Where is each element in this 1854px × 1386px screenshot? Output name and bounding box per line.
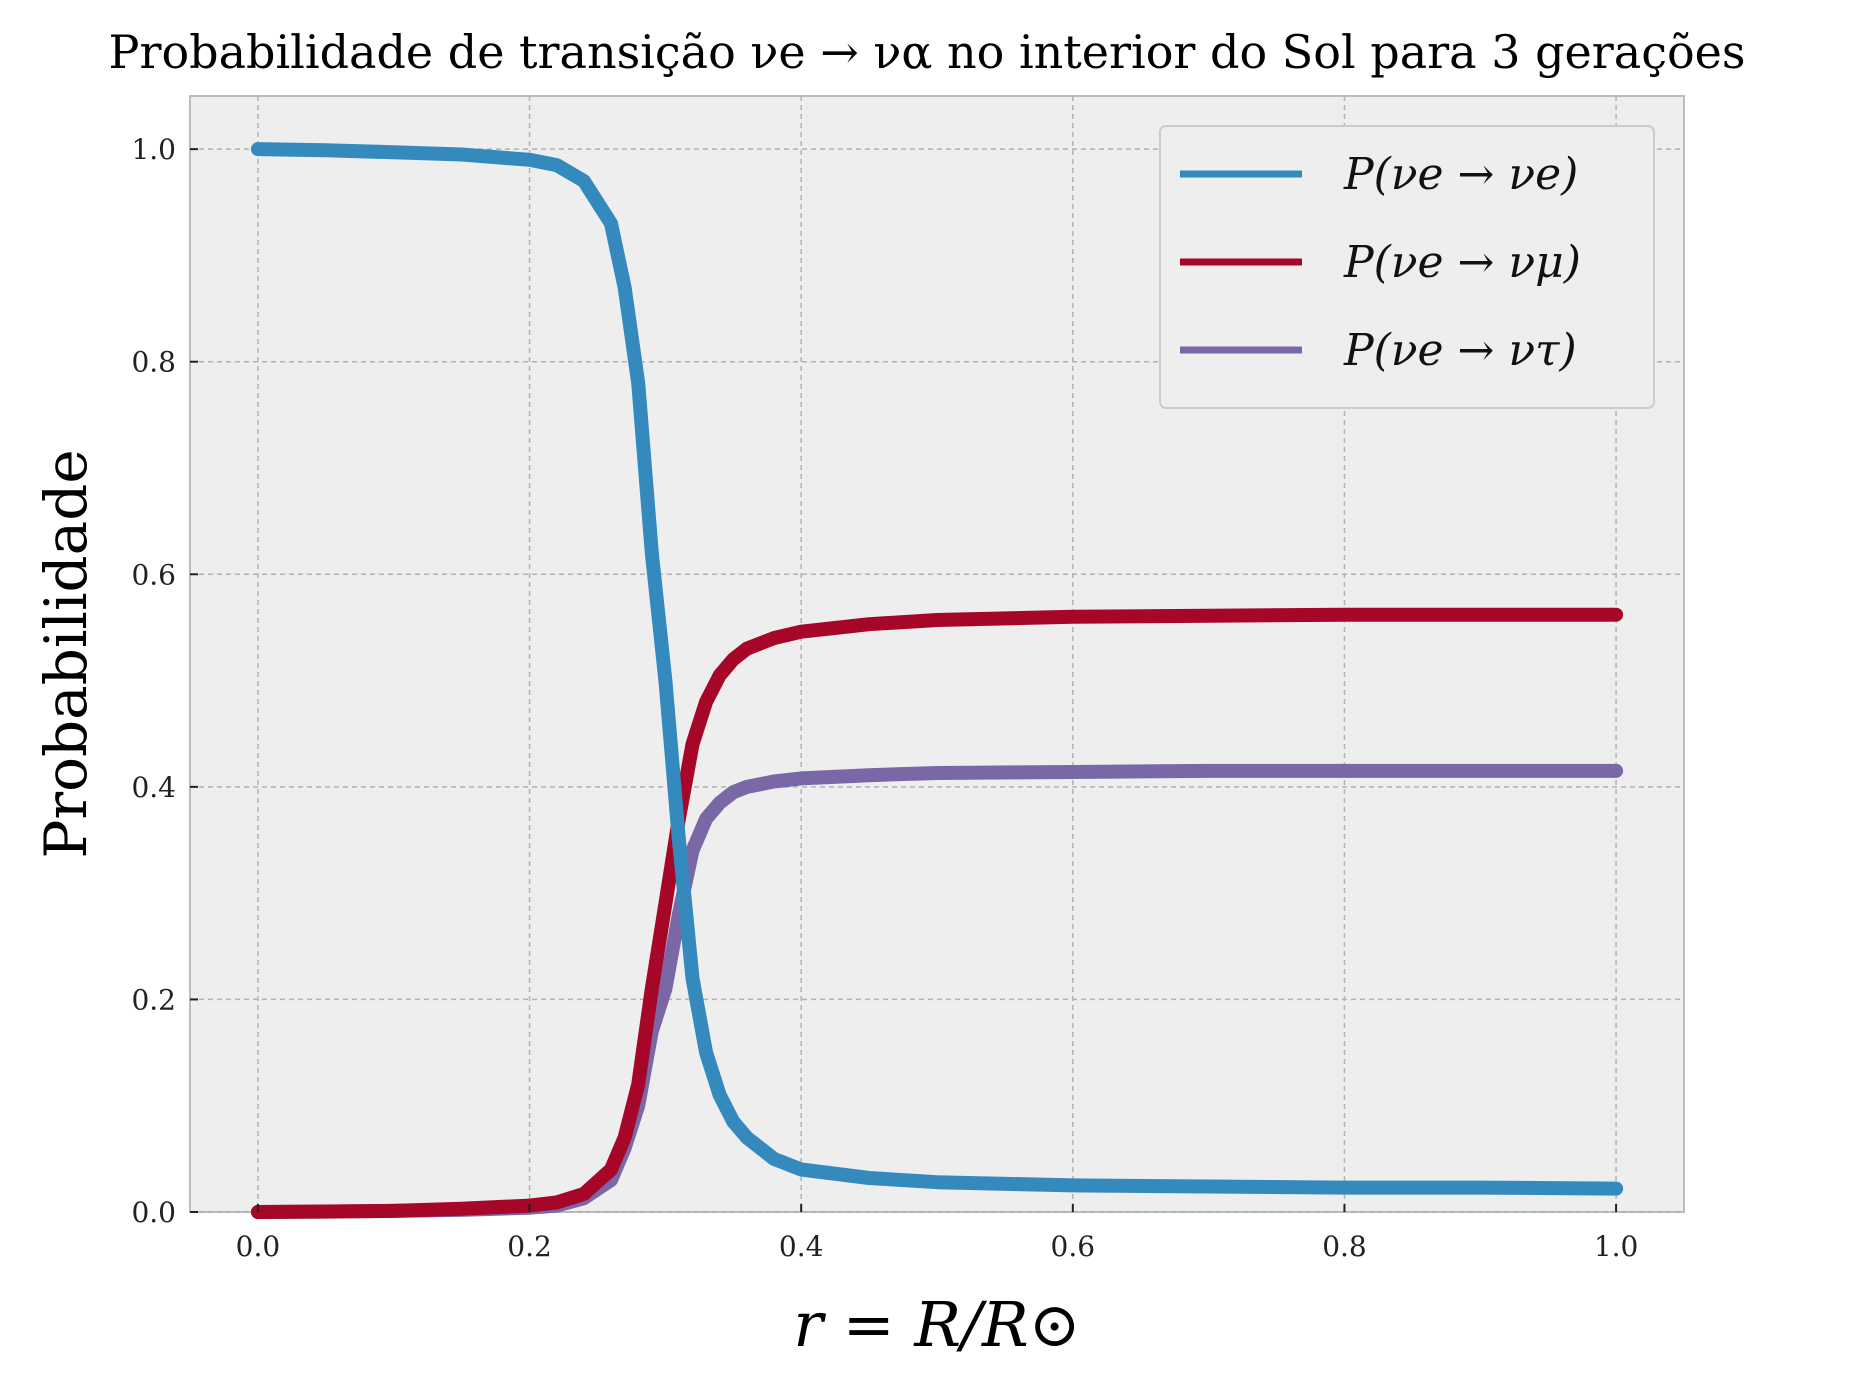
y-tick-label: 0.6	[131, 558, 176, 591]
y-tick-label: 0.2	[131, 983, 176, 1016]
legend-label: P(νe → ντ)	[1343, 325, 1577, 376]
y-axis-label: Probabilidade	[32, 449, 100, 858]
y-tick-label: 1.0	[131, 133, 176, 166]
legend-label: P(νe → νe)	[1343, 149, 1578, 200]
x-tick-label: 0.2	[507, 1230, 552, 1263]
chart-title: Probabilidade de transição νe → να no in…	[109, 25, 1746, 79]
y-tick-label: 0.4	[131, 771, 176, 804]
x-axis-label: r = R/R⊙	[793, 1288, 1080, 1361]
x-tick-label: 0.0	[236, 1230, 281, 1263]
x-tick-label: 0.8	[1322, 1230, 1367, 1263]
x-tick-label: 1.0	[1594, 1230, 1639, 1263]
legend-label: P(νe → νμ)	[1343, 237, 1581, 288]
legend: P(νe → νe) P(νe → νμ) P(νe → ντ)	[1159, 125, 1655, 409]
y-tick-label: 0.8	[131, 346, 176, 379]
series-line-1	[250, 607, 1624, 1219]
ticks: 0.0 0.2 0.4 0.6 0.8 1.0 0.0 0.2 0.4 0.6 0.8 1.0	[131, 133, 1638, 1263]
x-tick-label: 0.4	[779, 1230, 824, 1263]
y-tick-label: 0.0	[131, 1196, 176, 1229]
legend-box	[1159, 125, 1655, 409]
grid	[190, 96, 1684, 1213]
x-tick-label: 0.6	[1051, 1230, 1096, 1263]
series-layer	[250, 142, 1624, 1219]
series-line-0	[250, 142, 1624, 1196]
